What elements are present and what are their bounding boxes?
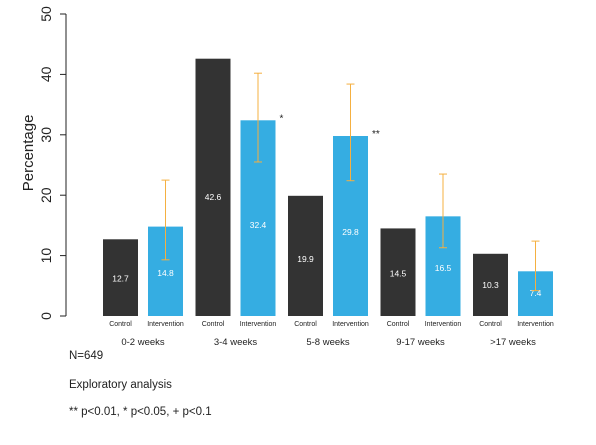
- y-tick-label: 40: [38, 66, 54, 82]
- bar: [195, 58, 231, 317]
- group-label: 0-2 weeks: [121, 337, 165, 348]
- bar-value-label: 42.6: [205, 192, 222, 202]
- y-tick-label: 0: [38, 312, 54, 320]
- y-tick-label: 50: [38, 6, 54, 22]
- bar-value-label: 14.5: [390, 269, 407, 279]
- bar: [380, 228, 416, 316]
- bar-category-label: Intervention: [332, 321, 369, 328]
- significance-legend: ** p<0.01, * p<0.05, + p<0.1: [69, 406, 212, 418]
- bar-category-label: Control: [294, 321, 317, 328]
- group-label: 3-4 weeks: [214, 337, 258, 348]
- y-tick-label: 30: [38, 127, 54, 143]
- bar-category-label: Control: [479, 321, 502, 328]
- group-label: 9-17 weeks: [396, 337, 445, 348]
- significance-mark: *: [280, 113, 284, 124]
- significance-mark: **: [372, 129, 380, 140]
- bar-category-label: Intervention: [517, 321, 554, 328]
- bar-value-label: 32.4: [250, 220, 267, 230]
- y-tick-label: 10: [38, 248, 54, 264]
- bar-category-label: Intervention: [425, 321, 462, 328]
- bar-category-label: Intervention: [240, 321, 277, 328]
- bar-category-label: Control: [387, 321, 410, 328]
- bar-value-label: 14.8: [157, 268, 174, 278]
- y-axis-label: Percentage: [20, 115, 37, 192]
- analysis-note: Exploratory analysis: [69, 379, 172, 391]
- bar-value-label: 12.7: [112, 273, 129, 283]
- bar-category-label: Control: [202, 321, 225, 328]
- group-label: >17 weeks: [490, 337, 536, 348]
- bar: [473, 253, 508, 316]
- group-label: 5-8 weeks: [306, 337, 350, 348]
- bar-value-label: 29.8: [342, 227, 359, 237]
- bar-value-label: 19.9: [297, 254, 314, 264]
- y-tick-label: 20: [38, 187, 54, 203]
- bar-value-label: 10.3: [482, 280, 499, 290]
- bar-value-label: 7.4: [530, 288, 542, 298]
- bar-value-label: 16.5: [435, 263, 452, 273]
- bar-category-label: Intervention: [147, 321, 184, 328]
- bar: [288, 195, 323, 316]
- bar: [103, 239, 138, 316]
- bar-category-label: Control: [109, 321, 132, 328]
- sample-size-note: N=649: [69, 350, 104, 362]
